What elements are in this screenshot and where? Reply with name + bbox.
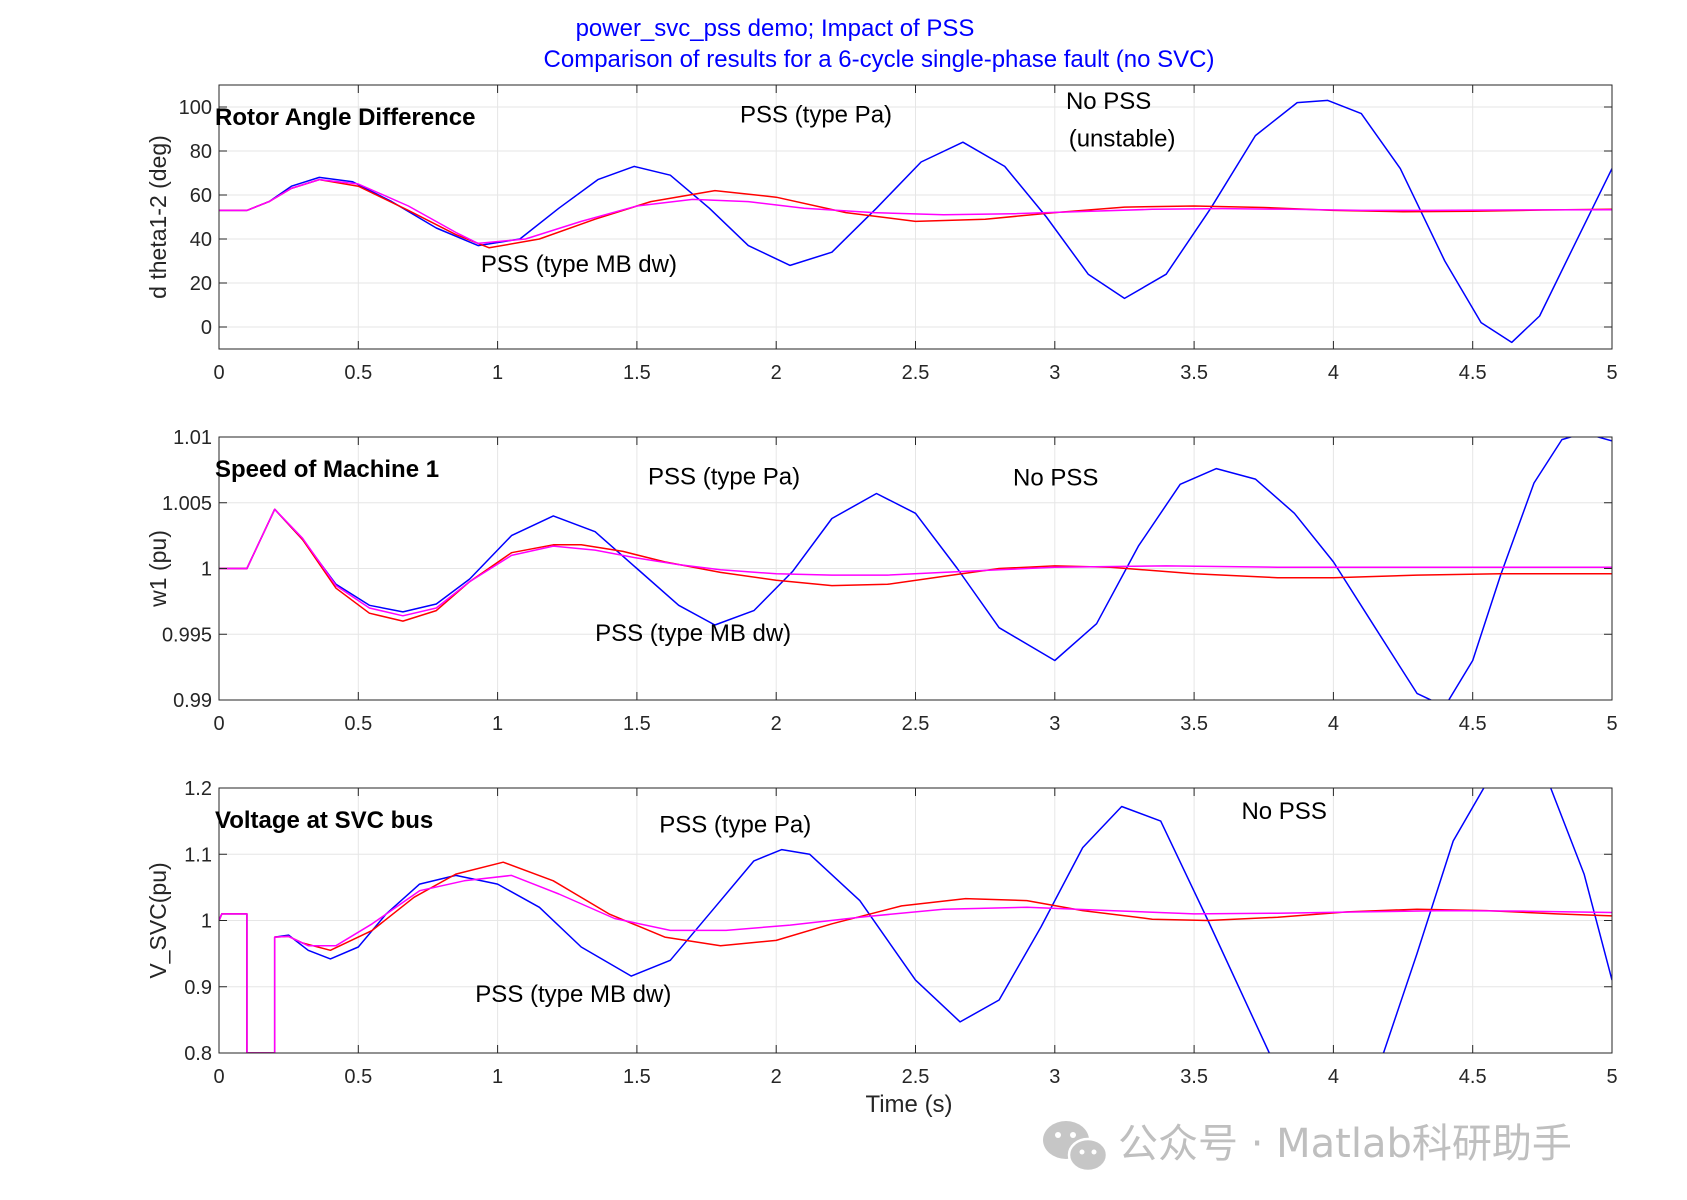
x-tick-label: 2.5	[902, 362, 930, 384]
x-tick-label: 3	[1049, 713, 1060, 735]
axes-voltage: 0 0.5 1 1.5 2 2.5 3 3.5 4 4.5 5 0.8 0.9 1 1.1 1.2 V_SVC(…	[145, 778, 1618, 1088]
y-tick-label: 0	[201, 317, 212, 339]
figure-title-line2: Comparison of results for a 6-cycle sing…	[544, 46, 1215, 73]
x-tick-label: 0.5	[344, 713, 372, 735]
x-tick-label: 2	[771, 1066, 782, 1088]
x-tick-label: 5	[1606, 362, 1617, 384]
y-tick-label: 1.2	[184, 778, 212, 800]
axes-speed: 0 0.5 1 1.5 2 2.5 3 3.5 4 4.5 5 0.99 0.995 1 1.005 1.01…	[145, 427, 1618, 735]
x-tick-label: 4	[1328, 362, 1339, 384]
x-tick-label: 3	[1049, 1066, 1060, 1088]
y-tick-label: 1	[201, 911, 212, 933]
x-tick-label: 2.5	[902, 1066, 930, 1088]
y-tick-label: 20	[190, 273, 212, 295]
x-tick-label: 0	[213, 1066, 224, 1088]
x-tick-label: 5	[1606, 713, 1617, 735]
series-pss-type-pa	[219, 508, 1612, 617]
series-no-pss	[219, 788, 1612, 1053]
x-tick-label: 1.5	[623, 713, 651, 735]
annotation-label: PSS (type Pa)	[648, 463, 800, 490]
y-tick-label: 100	[179, 97, 212, 119]
x-tick-label: 3.5	[1180, 713, 1208, 735]
annotation-label: PSS (type Pa)	[740, 101, 892, 128]
y-tick-label: 40	[190, 229, 212, 251]
annotation-label: No PSS	[1241, 798, 1326, 825]
axes-rotor: 0 0.5 1 1.5 2 2.5 3 3.5 4 4.5 5 0 20 40 60 80 100 d theta…	[145, 84, 1618, 384]
series-pss-type-pa	[219, 178, 1612, 245]
y-axis-label: V_SVC(pu)	[145, 862, 171, 978]
annotation-label: PSS (type MB dw)	[475, 981, 671, 1008]
y-tick-label: 0.8	[184, 1043, 212, 1065]
x-tick-label: 1	[492, 362, 503, 384]
x-tick-label: 3.5	[1180, 1066, 1208, 1088]
annotation-label: (unstable)	[1069, 126, 1176, 153]
annotation-label: PSS (type Pa)	[659, 811, 811, 838]
panel-title: Voltage at SVC bus	[215, 807, 433, 834]
x-tick-label: 5	[1606, 1066, 1617, 1088]
x-tick-label: 4.5	[1459, 362, 1487, 384]
x-tick-label: 1	[492, 713, 503, 735]
annotation-label: PSS (type MB dw)	[595, 620, 791, 647]
x-tick-label: 1	[492, 1066, 503, 1088]
watermark: 公众号 · Matlab科研助手	[1043, 1121, 1572, 1173]
panel-title: Rotor Angle Difference	[215, 104, 475, 131]
annotation-label: PSS (type MB dw)	[481, 251, 677, 278]
x-tick-label: 2	[771, 362, 782, 384]
x-tick-label: 0	[213, 362, 224, 384]
y-tick-label: 80	[190, 141, 212, 163]
annotation-label: No PSS	[1013, 465, 1098, 492]
y-tick-label: 1	[201, 559, 212, 581]
figure-title-line1: power_svc_pss demo; Impact of PSS	[576, 15, 975, 42]
x-tick-label: 0.5	[344, 1066, 372, 1088]
y-tick-label: 0.99	[173, 690, 212, 712]
panel-title: Speed of Machine 1	[215, 456, 439, 483]
x-tick-label: 1.5	[623, 362, 651, 384]
y-tick-label: 0.995	[162, 624, 212, 646]
series-no-pss	[219, 437, 1612, 700]
watermark-text: 公众号 · Matlab科研助手	[1118, 1121, 1572, 1167]
y-tick-label: 1.1	[184, 844, 212, 866]
y-tick-label: 0.9	[184, 977, 212, 999]
x-axis-label-time: Time (s)	[865, 1091, 952, 1118]
series-pss-type-pa	[219, 874, 1612, 1053]
x-tick-label: 0.5	[344, 362, 372, 384]
y-axis-label: w1 (pu)	[145, 530, 171, 608]
x-tick-label: 0	[213, 713, 224, 735]
x-tick-label: 4	[1328, 713, 1339, 735]
y-tick-label: 60	[190, 185, 212, 207]
x-tick-label: 3.5	[1180, 362, 1208, 384]
x-tick-label: 1.5	[623, 1066, 651, 1088]
wechat-icon	[1043, 1121, 1109, 1173]
x-tick-label: 4	[1328, 1066, 1339, 1088]
series-pss-type-mb-dw	[219, 508, 1612, 622]
x-tick-label: 3	[1049, 362, 1060, 384]
y-axis-label: d theta1-2 (deg)	[145, 135, 171, 299]
x-tick-label: 2	[771, 713, 782, 735]
x-tick-label: 4.5	[1459, 1066, 1487, 1088]
y-tick-label: 1.01	[173, 427, 212, 449]
y-tick-label: 1.005	[162, 493, 212, 515]
x-tick-label: 4.5	[1459, 713, 1487, 735]
annotation-label: No PSS	[1066, 88, 1151, 115]
x-tick-label: 2.5	[902, 713, 930, 735]
